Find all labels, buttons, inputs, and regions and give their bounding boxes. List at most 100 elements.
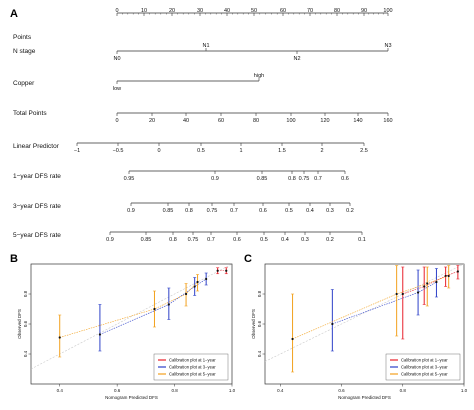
data-point [196,280,199,284]
nomogram-tick-label: 80 [253,118,259,124]
nomogram-tick-label: 0.9 [127,208,135,214]
nomogram-tick-label: high [254,73,264,79]
nomogram-tick-label: 60 [218,118,224,124]
legend-label: Calibration plot at 3−year [169,365,216,370]
nomogram-tick-label: 0.6 [259,208,267,214]
x-tick-label: 0.6 [338,388,345,393]
nomogram-tick-label: 0.3 [326,208,334,214]
legend-label: Calibration plot at 3−year [401,365,448,370]
nomogram-tick-label: 160 [383,118,392,124]
nomogram-tick-label: 0.9 [211,176,219,182]
x-tick-label: 0.4 [277,388,284,393]
data-point [426,282,429,285]
nomogram-tick-label: 40 [183,118,189,124]
nomogram-tick-label: 30 [197,8,203,14]
y-axis-label: Observed DFS [251,309,256,339]
x-axis-label: Nomogram Predicted DFS [338,395,391,400]
x-axis-label: Nomogram Predicted DFS [105,395,158,400]
nomogram-tick-label: 0.95 [124,176,135,182]
nomogram-tick-label: 0.75 [188,237,199,243]
nomogram-tick-label: 100 [286,118,295,124]
data-point [435,280,438,284]
x-tick-label: 0.4 [57,388,64,393]
nomogram-tick-label: 0 [115,118,118,124]
nomogram-tick-label: N2 [293,56,300,62]
nomogram-tick-label: 0.6 [341,176,349,182]
panel-label-b: B [10,253,18,265]
nomogram: Points 0 10 20 30 40 50 60 70 80 90 100 N stage N0 N1 N… [13,8,393,243]
nomogram-tick-label: 20 [149,118,155,124]
nomogram-tick-label: 90 [361,8,367,14]
panel-label-c: C [244,253,252,265]
nomogram-tick-label: 0.75 [207,208,218,214]
nomogram-tick-label: 0.7 [207,237,215,243]
nomogram-tick-label: 70 [307,8,313,14]
y-tick-label: 0.4 [257,350,262,357]
nomogram-tick-label: 100 [383,8,392,14]
nomogram-tick-label: 140 [353,118,362,124]
data-point [444,274,447,278]
series-line-2 [59,281,198,338]
nomogram-tick-label: 0.7 [314,176,322,182]
nomogram-tick-label: 0.5 [260,237,268,243]
y-tick-label: 0.6 [257,320,262,327]
nomogram-tick-label: 0.9 [106,237,114,243]
nomogram-label-7: 5−year DFS rate [13,232,61,239]
nomogram-tick-label: low [113,86,121,92]
x-tick-label: 1.0 [461,388,468,393]
nomogram-tick-label: 10 [141,8,147,14]
data-point [395,292,398,296]
nomogram-label-1: N stage [13,48,36,55]
legend-label: Calibration plot at 5−year [401,372,448,377]
x-tick-label: 0.6 [114,388,121,393]
nomogram-tick-label: 120 [320,118,329,124]
nomogram-tick-label: N1 [202,43,209,49]
data-point [331,322,334,326]
nomogram-tick-label: 0.8 [185,208,193,214]
legend-label: Calibration plot at 5−year [169,372,216,377]
data-point [98,333,102,336]
x-tick-label: 0.8 [171,388,178,393]
nomogram-tick-label: 0.85 [141,237,152,243]
nomogram-tick-label: N3 [384,43,391,49]
data-point [423,285,426,288]
nomogram-tick-label: 0.75 [299,176,310,182]
nomogram-label-0: Points [13,34,32,41]
nomogram-tick-label: 0.3 [301,237,309,243]
data-point [216,269,219,272]
data-point [184,292,188,296]
nomogram-tick-label: −1 [74,148,80,154]
nomogram-tick-label: 0.5 [285,208,293,214]
nomogram-tick-label: 50 [251,8,257,14]
nomogram-tick-label: 0.2 [346,208,354,214]
y-tick-label: 0.6 [23,320,28,327]
y-axis-label: Observed DFS [17,309,22,339]
nomogram-tick-label: 2 [320,148,323,154]
nomogram-label-6: 3−year DFS rate [13,203,61,210]
nomogram-label-5: 1−year DFS rate [13,173,61,180]
nomogram-tick-label: 1 [239,148,242,154]
nomogram-tick-label: 0.4 [306,208,314,214]
nomogram-tick-label: −0.5 [113,148,124,154]
ideal-diagonal [30,263,233,370]
nomogram-tick-label: 80 [334,8,340,14]
data-point [456,270,459,273]
data-point [291,337,294,341]
nomogram-label-2: Copper [13,80,35,87]
data-point [167,303,170,306]
nomogram-tick-label: 0.2 [326,237,334,243]
data-point [205,277,208,281]
legend-label: Calibration plot at 1−year [169,358,216,363]
nomogram-tick-label: N0 [113,56,120,62]
calibration-chart-c: 0.4 0.6 0.8 1.0 0.4 0.6 0.8 Nomogram Predicted … [251,263,468,400]
nomogram-label-4: Linear Predictor [13,143,60,150]
nomogram-tick-label: 1.5 [278,148,286,154]
nomogram-label-3: Total Points [13,110,47,117]
nomogram-tick-label: 0.1 [358,237,366,243]
data-point [58,336,61,339]
data-point [416,291,420,294]
y-tick-label: 0.4 [23,350,28,357]
nomogram-tick-label: 0.8 [169,237,177,243]
data-point [225,269,228,272]
